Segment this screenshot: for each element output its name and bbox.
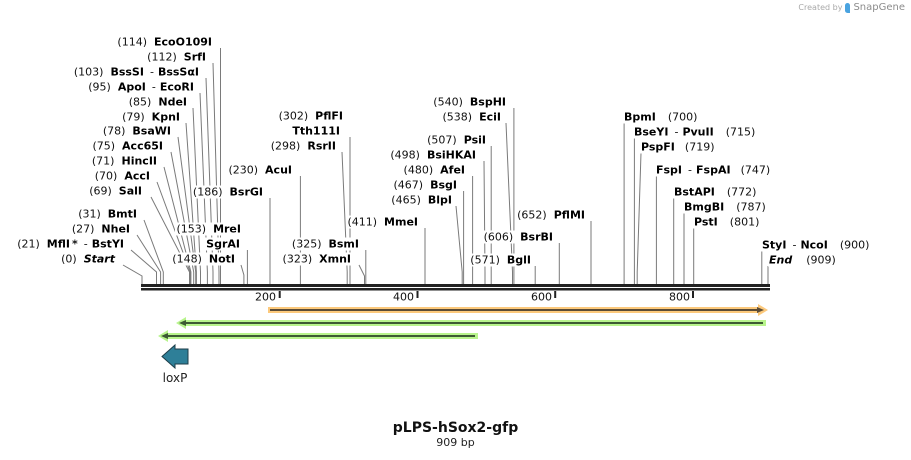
plasmid-name: pLPS-hSox2-gfp [392,420,519,436]
map-title: pLPS-hSox2-gfp 909 bp [0,420,911,449]
ruler-label-400: 400 [393,290,414,304]
site-label[interactable]: (112) SrfI [146,50,207,64]
site-label[interactable]: (95) ApoI - EcoRI [87,80,195,94]
site-label[interactable]: (148) NotI [171,252,236,266]
site-label[interactable]: (325) BsmI [290,237,360,251]
site-label[interactable]: (186) BsrGI [191,185,264,199]
site-label[interactable]: (298) RsrII [269,139,337,153]
dna-backbone [141,284,770,291]
site-label[interactable]: (153) MreI [175,222,242,236]
site-label[interactable]: (411) MmeI [346,215,419,229]
loxp-label[interactable]: loxP [162,371,188,385]
site-label[interactable]: (114) EcoO109I [116,35,213,49]
site-label[interactable]: (323) XmnI [281,252,352,266]
site-label[interactable]: (498) BsiHKAI [389,148,477,162]
site-label[interactable]: (302) PflFI [277,109,344,123]
site-label[interactable]: (78) BsaWI [101,124,172,138]
primer-reverse-1-arrow[interactable] [176,317,766,329]
site-label[interactable]: (540) BspHI [432,95,507,109]
watermark-prefix: Created by [798,3,843,12]
site-label[interactable]: SgrAI [205,237,241,251]
site-label[interactable]: (27) NheI [70,222,131,236]
loxp-feature-arrow[interactable] [161,343,189,370]
site-label[interactable]: (85) NdeI [127,95,188,109]
snapgene-watermark: Created by SnapGene [798,2,905,13]
site-label[interactable]: (71) HincII [90,154,158,168]
site-label[interactable]: Tth111I [291,124,341,138]
site-label[interactable]: BmgBI (787) [683,200,767,214]
site-label[interactable]: PstI (801) [693,215,761,229]
site-label[interactable]: BstAPI (772) [673,185,758,199]
site-label[interactable]: (480) AfeI [402,163,466,177]
ruler [278,291,694,298]
ruler-label-200: 200 [255,290,276,304]
site-label-start[interactable]: (0) Start [60,252,116,266]
site-label[interactable]: (31) BmtI [77,207,138,221]
primer-reverse-2-arrow[interactable] [158,330,478,342]
site-label[interactable]: (465) BlpI [390,193,453,207]
ruler-label-600: 600 [531,290,552,304]
site-label[interactable]: (538) EciI [441,110,502,124]
site-label[interactable]: (606) BsrBI [482,230,554,244]
site-label[interactable]: (230) AcuI [227,163,293,177]
ruler-label-800: 800 [669,290,690,304]
site-label[interactable]: (652) PflMI [516,208,586,222]
primer-forward-arrow[interactable] [268,304,768,316]
site-label[interactable]: BseYI - PvuII (715) [633,125,757,139]
watermark-brand: SnapGene [853,2,905,13]
site-label[interactable]: (75) Acc65I [91,139,164,153]
site-label[interactable]: (103) BssSI - BssSαI [72,65,200,79]
site-label[interactable]: (69) SalI [88,184,143,198]
site-label[interactable]: (79) KpnI [121,110,181,124]
site-label[interactable]: BpmI (700) [623,110,699,124]
site-label[interactable]: (571) BglI [469,253,532,267]
plasmid-length: 909 bp [436,436,475,449]
site-label[interactable]: (507) PsiI [426,133,487,147]
site-label[interactable]: (467) BsgI [392,178,458,192]
site-label[interactable]: StyI - NcoI (900) [761,238,871,252]
site-label[interactable]: PspFI (719) [640,140,716,154]
site-label[interactable]: FspI - FspAI (747) [655,163,772,177]
site-label[interactable]: (21) MflI * - BstYI [16,237,125,251]
site-label-end[interactable]: End (909) [768,253,837,267]
snapgene-logo-icon [845,2,851,13]
site-label[interactable]: (70) AccI [93,169,151,183]
